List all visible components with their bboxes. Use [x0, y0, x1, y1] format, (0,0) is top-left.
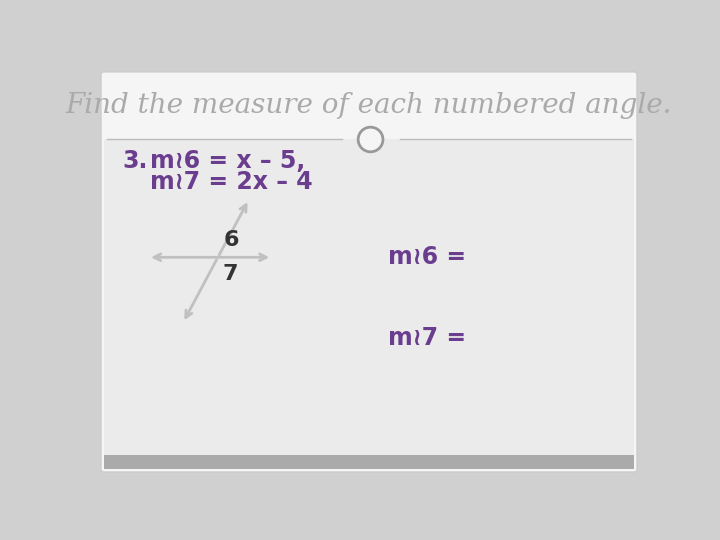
FancyBboxPatch shape	[104, 75, 634, 142]
Text: m≀6 =: m≀6 =	[388, 245, 467, 269]
Circle shape	[358, 127, 383, 152]
Text: m≀7 =: m≀7 =	[388, 326, 467, 350]
Text: m≀7 = 2x – 4: m≀7 = 2x – 4	[150, 170, 313, 194]
Text: 6: 6	[224, 231, 240, 251]
Text: m≀6 = x – 5,: m≀6 = x – 5,	[150, 149, 306, 173]
Text: Find the measure of each numbered angle.: Find the measure of each numbered angle.	[66, 92, 672, 119]
FancyBboxPatch shape	[104, 139, 634, 469]
FancyBboxPatch shape	[101, 72, 637, 472]
Text: 3.: 3.	[122, 149, 148, 173]
FancyBboxPatch shape	[104, 75, 634, 139]
Text: 7: 7	[222, 264, 238, 284]
FancyBboxPatch shape	[104, 455, 634, 469]
